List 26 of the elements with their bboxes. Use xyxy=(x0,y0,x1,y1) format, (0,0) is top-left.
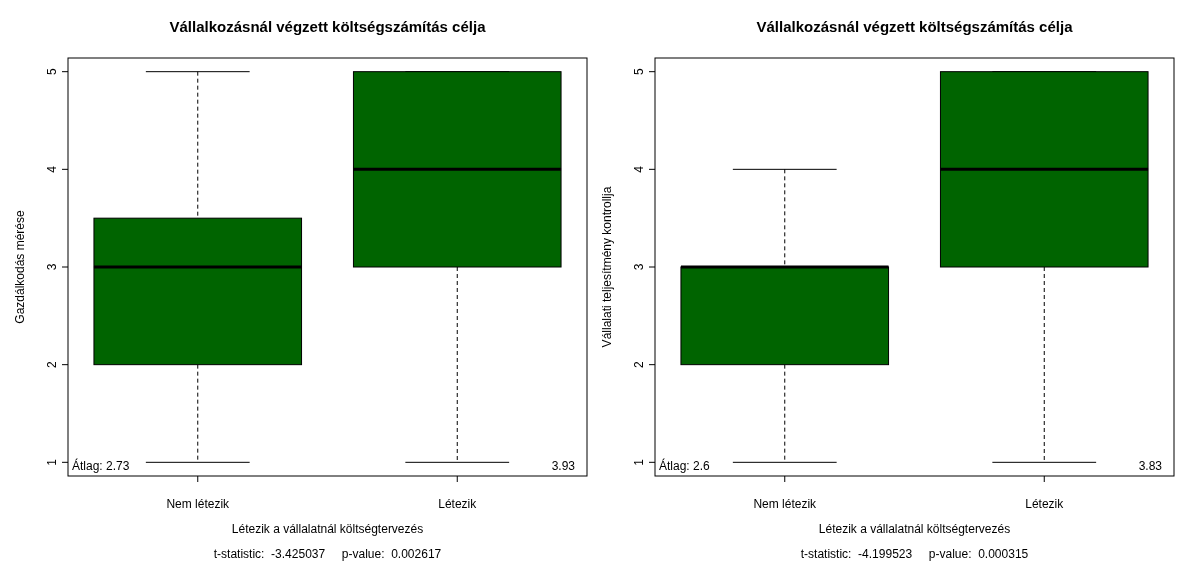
x-axis-title: Létezik a vállalatnál költségtervezés xyxy=(818,522,1011,536)
y-tick-label: 2 xyxy=(45,361,59,369)
x-axis-title: Létezik a vállalatnál költségtervezés xyxy=(231,522,424,536)
y-tick-label: 1 xyxy=(632,458,646,466)
y-tick-label: 5 xyxy=(632,68,646,76)
y-axis-title: Vállalati teljesítmény kontrollja xyxy=(600,186,614,348)
x-tick-label: Nem létezik xyxy=(166,497,231,511)
x-tick-label: Létezik xyxy=(438,497,478,511)
text: t-statistic: -4.199523 p-value: 0.000315 xyxy=(800,547,1029,561)
y-tick-label: 2 xyxy=(632,361,646,369)
y-tick-label: 4 xyxy=(632,165,646,173)
y-tick-label: 1 xyxy=(45,458,59,466)
y-tick-label: 4 xyxy=(45,165,59,173)
y-tick-label: 3 xyxy=(45,263,59,271)
y-tick-label: 5 xyxy=(45,68,59,76)
annotation: Átlag: 2.6 xyxy=(659,458,711,473)
chart-title: Vállalkozásnál végzett költségszámítás célja xyxy=(756,18,1074,35)
annotation: 3.93 xyxy=(551,459,576,473)
chart-title: Vállalkozásnál végzett költségszámítás célja xyxy=(169,18,487,35)
annotation: 3.83 xyxy=(1138,459,1163,473)
y-tick-label: 3 xyxy=(632,263,646,271)
annotation: Átlag: 2.73 xyxy=(72,458,130,473)
y-axis-title: Gazdálkodás mérése xyxy=(13,209,27,324)
x-tick-label: Nem létezik xyxy=(753,497,818,511)
text: t-statistic: -3.425037 p-value: 0.002617 xyxy=(213,547,442,561)
x-tick-label: Létezik xyxy=(1025,497,1065,511)
